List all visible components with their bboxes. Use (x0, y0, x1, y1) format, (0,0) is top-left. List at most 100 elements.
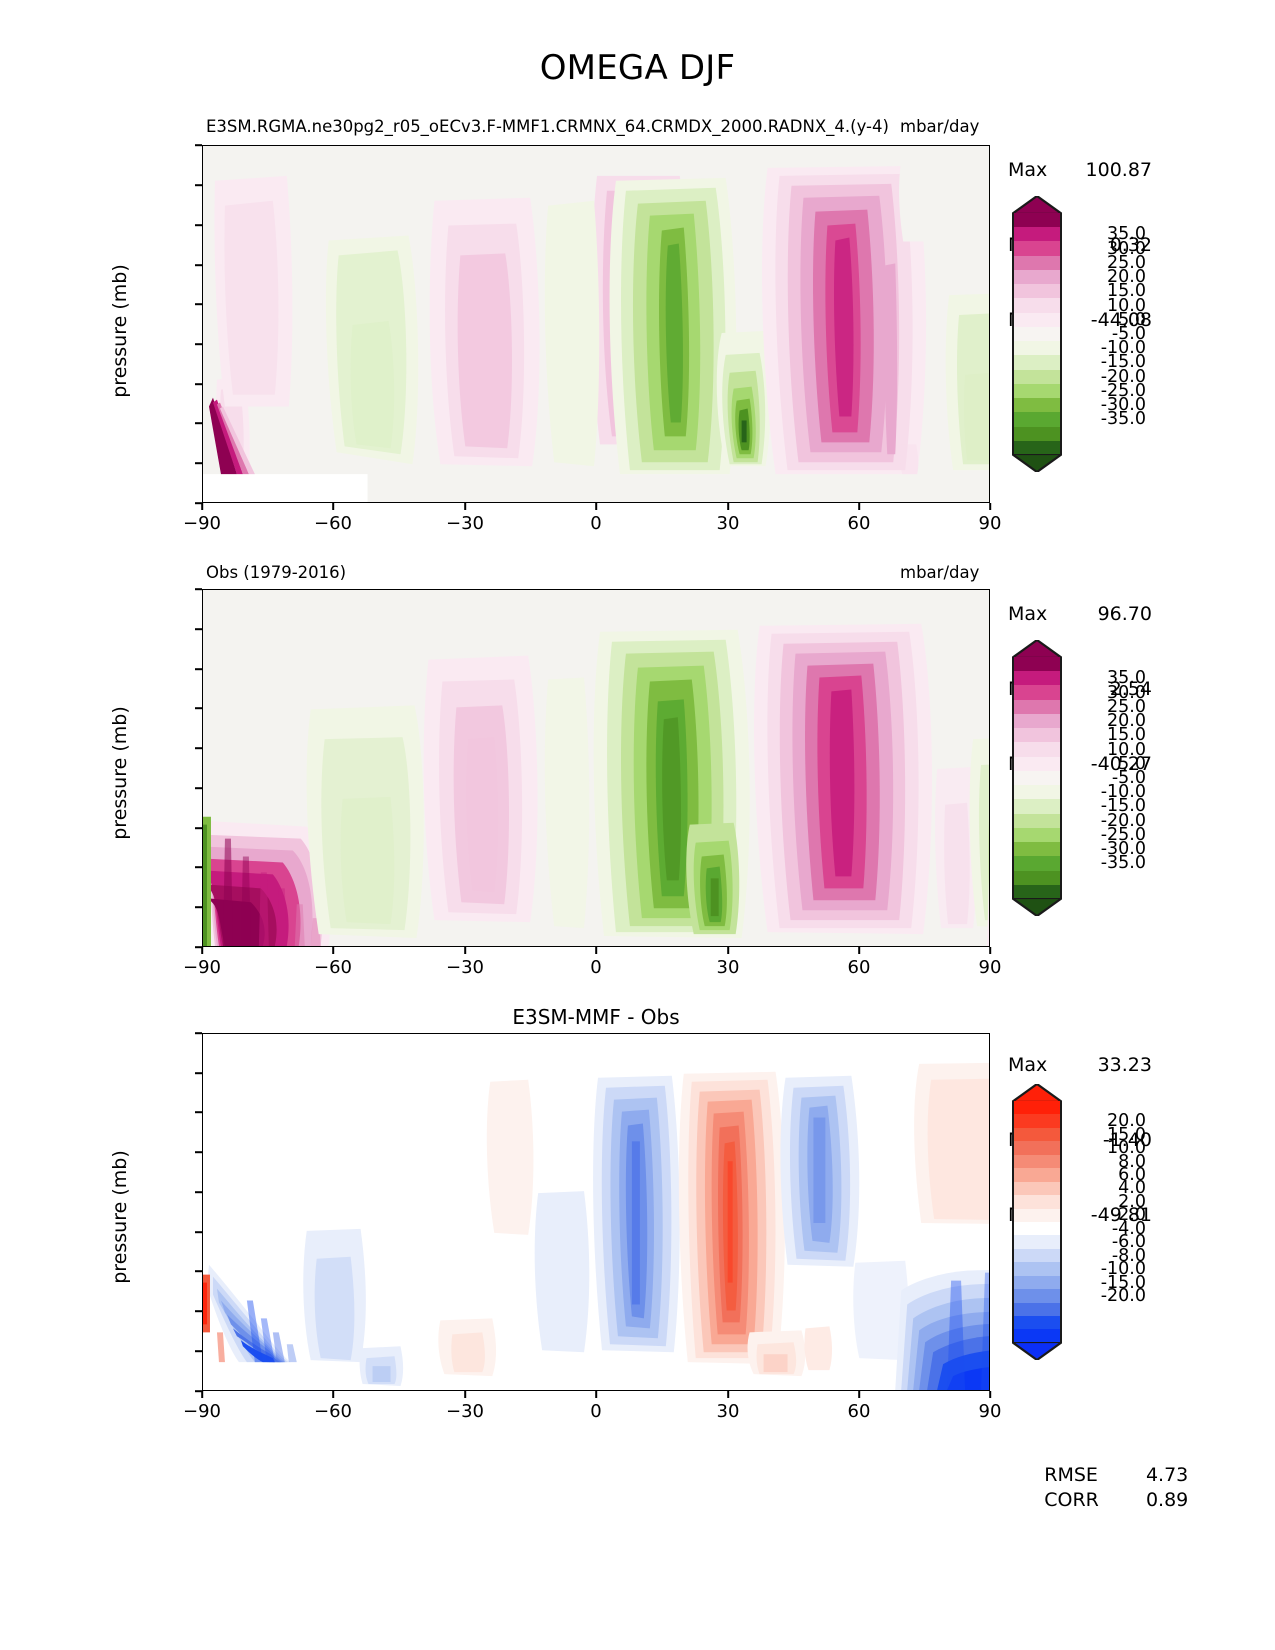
xtick--90: −90 (183, 1401, 221, 1422)
panel-diff-axes (202, 1033, 990, 1391)
colorbar-segment (1014, 657, 1060, 672)
ytickmark (195, 1390, 202, 1392)
colorbar-tick-label: 20.0 (1107, 267, 1146, 288)
colorbar-segment (1014, 1195, 1060, 1209)
xtick-30: 30 (716, 957, 740, 978)
colorbar-segment (1014, 842, 1060, 857)
xtick-60: 60 (847, 1401, 871, 1422)
ytickmark (195, 1032, 202, 1034)
ytickmark (195, 1270, 202, 1272)
colorbar-tick-label: -15.0 (1100, 1272, 1146, 1293)
colorbar-segment (1014, 799, 1060, 814)
ytickmark (195, 264, 202, 266)
colorbar-tick-label: 10.0 (1107, 295, 1146, 316)
colorbar-segment (1014, 685, 1060, 700)
colorbar-tick-label: -10.0 (1100, 338, 1146, 359)
colorbar-segment (1014, 284, 1060, 299)
score-corr-value: 0.89 (1145, 1489, 1189, 1511)
colorbar-tick-label: 20.0 (1107, 711, 1146, 732)
xtick--60: −60 (314, 957, 352, 978)
colorbar-segment (1014, 1168, 1060, 1182)
stat-min-value: -44.08 (1090, 309, 1152, 331)
colorbar-tick-label: -15.0 (1100, 796, 1146, 817)
stat-max-value: 96.70 (1097, 603, 1152, 625)
colorbar-panel-diff: 20.0 15.0 10.0 8.0 6.0 4.0 2.0 -2.0 -4.0 -6.0 -8.0… (1012, 1084, 1172, 1362)
colorbar-segment (1014, 742, 1060, 757)
stat-max-label: Max (1008, 1054, 1048, 1076)
score-rmse-value: 4.73 (1145, 1464, 1189, 1486)
colorbar-segment (1014, 440, 1060, 455)
colorbar-segment (1014, 1141, 1060, 1155)
colorbar-segment (1014, 699, 1060, 714)
xtick-60: 60 (847, 513, 871, 534)
colorbar-tick-label: 5.0 (1118, 309, 1146, 330)
ytickmark (195, 906, 202, 908)
xtick--60: −60 (314, 1401, 352, 1422)
colorbar-segment (1014, 770, 1060, 786)
colorbar-segment (1014, 1101, 1060, 1115)
score-corr-label: CORR (1044, 1489, 1099, 1511)
colorbar-segment (1014, 1248, 1060, 1263)
ytickmark (195, 827, 202, 829)
panel-test-title-left: E3SM.RGMA.ne30pg2_r05_oECv3.F-MMF1.CRMNX… (206, 117, 889, 136)
xtick-90: 90 (978, 1401, 1002, 1422)
colorbar-segment (1014, 884, 1060, 899)
colorbar-over-arrow (1012, 1084, 1062, 1102)
colorbar-gradient (1012, 213, 1062, 455)
xtick-90: 90 (978, 957, 1002, 978)
colorbar-tick-label: 25.0 (1107, 696, 1146, 717)
colorbar-tick-label: 10.0 (1107, 739, 1146, 760)
colorbar-tick-label: 10.0 (1107, 1138, 1146, 1159)
colorbar-tick-label: -30.0 (1100, 839, 1146, 860)
ytickmark (195, 787, 202, 789)
ytickmark (195, 144, 202, 146)
colorbar-tick-label: 2.0 (1118, 1191, 1146, 1212)
colorbar-tick-label: 15.0 (1107, 281, 1146, 302)
colorbar-segment (1014, 213, 1060, 228)
xtickmark (989, 503, 991, 510)
ytickmark (195, 1231, 202, 1233)
colorbar-segment (1014, 298, 1060, 313)
ytickmark (195, 628, 202, 630)
colorbar-tick-label: -8.0 (1111, 1245, 1146, 1266)
colorbar-tick-label: -5.0 (1111, 324, 1146, 344)
panel-test-axes (202, 145, 990, 503)
panel-ref-axes (202, 589, 990, 947)
colorbar-tick-label: -30.0 (1100, 395, 1146, 416)
colorbar-tick-label: 15.0 (1107, 725, 1146, 746)
xtickmark (858, 947, 860, 954)
ytickmark (195, 707, 202, 709)
colorbar-segment (1014, 1302, 1060, 1316)
colorbar-segment (1014, 756, 1060, 771)
ytickmark (195, 502, 202, 504)
ytickmark (195, 1072, 202, 1074)
colorbar-tick-label: 30.0 (1107, 238, 1146, 259)
ytickmark (195, 422, 202, 424)
colorbar-segment (1014, 870, 1060, 885)
ytickmark (195, 224, 202, 226)
colorbar-segment (1014, 241, 1060, 256)
colorbar-over-arrow (1012, 640, 1062, 658)
xtickmark (595, 503, 597, 510)
colorbar-segment (1014, 1154, 1060, 1169)
colorbar-segment (1014, 355, 1060, 370)
stat-max-value: 33.23 (1097, 1054, 1152, 1076)
xtick--30: −30 (446, 957, 484, 978)
xtick-30: 30 (716, 1401, 740, 1422)
colorbar-under-arrow (1012, 454, 1062, 472)
ytickmark (195, 1350, 202, 1352)
colorbar-panel-test: 35.0 30.0 25.0 20.0 15.0 10.0 5.0 -5.0 -10.0 -15.… (1012, 196, 1172, 474)
colorbar-segment (1014, 227, 1060, 242)
xtickmark (332, 947, 334, 954)
colorbar-tick-label: -6.0 (1111, 1232, 1146, 1253)
ytickmark (195, 462, 202, 464)
xtickmark (989, 947, 991, 954)
xtick-30: 30 (716, 513, 740, 534)
colorbar-segment (1014, 1208, 1060, 1222)
colorbar-segment (1014, 255, 1060, 270)
stat-min-value: -49.81 (1090, 1204, 1152, 1226)
xtickmark (332, 503, 334, 510)
colorbar-segment (1014, 1275, 1060, 1290)
colorbar-segment (1014, 412, 1060, 427)
colorbar-tick-label: 5.0 (1118, 753, 1146, 774)
